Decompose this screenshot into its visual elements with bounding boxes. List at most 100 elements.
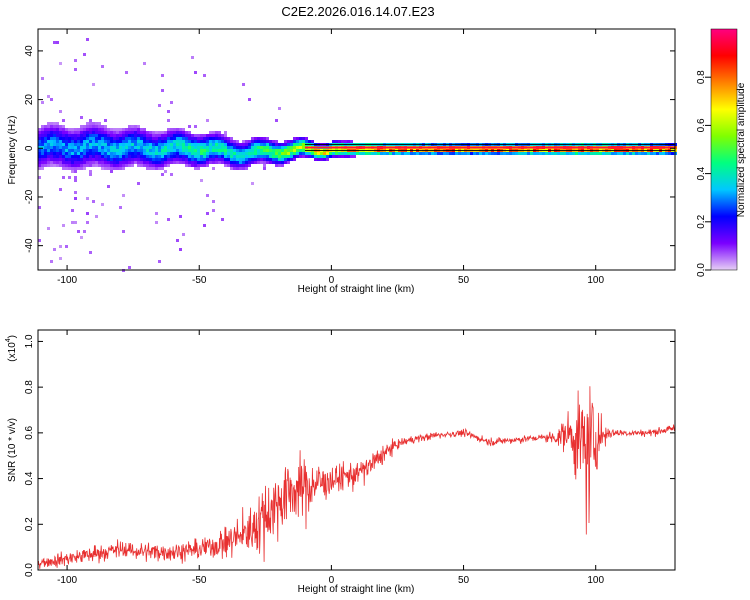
heatmap-cell [323,158,326,161]
heatmap-cell [467,152,470,155]
heatmap-cell [293,158,296,161]
heatmap-cell [143,158,146,161]
heatmap-cell [149,167,152,170]
heatmap-cell [257,143,260,146]
heatmap-cell [59,257,62,260]
heatmap-cell [530,152,533,155]
heatmap-cell [38,176,41,179]
heatmap-cell [71,149,74,152]
heatmap-cell [173,146,176,149]
heatmap-cell [95,122,98,125]
heatmap-cell [44,140,47,143]
heatmap-cell [272,140,275,143]
heatmap-cell [671,152,674,155]
heatmap-cell [239,149,242,152]
heatmap-cell [197,137,200,140]
heatmap-cell [617,152,620,155]
heatmap-cell [149,137,152,140]
heatmap-cell [89,146,92,149]
heatmap-cell [128,155,131,158]
heatmap-cell [143,146,146,149]
heatmap-cell [416,152,419,155]
heatmap-cell [209,155,212,158]
heatmap-cell [209,134,212,137]
heatmap-cell [188,140,191,143]
heatmap-cell [128,152,131,155]
heatmap-cell [347,140,350,143]
heatmap-cell [191,137,194,140]
heatmap-cell [263,149,266,152]
heatmap-cell [353,152,356,155]
heatmap-cell [200,158,203,161]
heatmap-cell [188,146,191,149]
heatmap-cell [299,140,302,143]
heatmap-cell [47,227,50,230]
heatmap-cell [167,149,170,152]
heatmap-cell [548,152,551,155]
heatmap-cell [434,152,437,155]
heatmap-cell [74,164,77,167]
svg-text:(x104): (x104) [5,335,18,362]
heatmap-cell [305,155,308,158]
heatmap-cell [47,143,50,146]
heatmap-cell [290,149,293,152]
heatmap-cell [266,152,269,155]
heatmap-cell [173,155,176,158]
heatmap-cell [260,137,263,140]
heatmap-cell [74,158,77,161]
heatmap-cell [122,158,125,161]
heatmap-cell [269,146,272,149]
heatmap-cell [179,248,182,251]
heatmap-cell [131,131,134,134]
heatmap-cell [71,209,74,212]
heatmap-cell [50,149,53,152]
heatmap-cell [305,137,308,140]
heatmap-cell [68,149,71,152]
heatmap-cell [224,134,227,137]
heatmap-cell [74,176,77,179]
heatmap-cell [167,119,170,122]
heatmap-cell [62,137,65,140]
colorbar-label: Normalized spectral amplitude [736,82,747,217]
heatmap-cell [104,119,107,122]
heatmap-cell [647,152,650,155]
heatmap-cell [50,158,53,161]
heatmap-cell [200,155,203,158]
heatmap-cell [176,158,179,161]
heatmap-cell [275,149,278,152]
heatmap-cell [146,146,149,149]
heatmap-cell [173,134,176,137]
heatmap-cell [146,140,149,143]
heatmap-cell [140,140,143,143]
heatmap-cell [155,140,158,143]
heatmap-cell [95,215,98,218]
heatmap-cell [74,155,77,158]
heatmap-cell [83,137,86,140]
heatmap-cell [191,149,194,152]
heatmap-cell [350,152,353,155]
heatmap-cell [38,161,41,164]
heatmap-cell [584,152,587,155]
heatmap-cell [53,152,56,155]
heatmap-cell [170,134,173,137]
heatmap-cell [65,149,68,152]
heatmap-cell [98,140,101,143]
heatmap-cell [443,152,446,155]
spectrogram-x-ticks: -100 -50 0 50 100 [57,29,604,286]
heatmap-cell [71,161,74,164]
heatmap-cell [203,152,206,155]
heatmap-cell [191,143,194,146]
heatmap-cell [230,167,233,170]
heatmap-cell [56,134,59,137]
heatmap-cell [182,134,185,137]
x-tick-label: 100 [587,275,604,286]
heatmap-cell [41,125,44,128]
heatmap-cell [227,155,230,158]
heatmap-cell [179,131,182,134]
heatmap-cell [206,152,209,155]
heatmap-cell [98,158,101,161]
heatmap-cell [188,149,191,152]
heatmap-cell [44,155,47,158]
heatmap-cell [242,140,245,143]
spectrogram-frame [37,28,676,271]
